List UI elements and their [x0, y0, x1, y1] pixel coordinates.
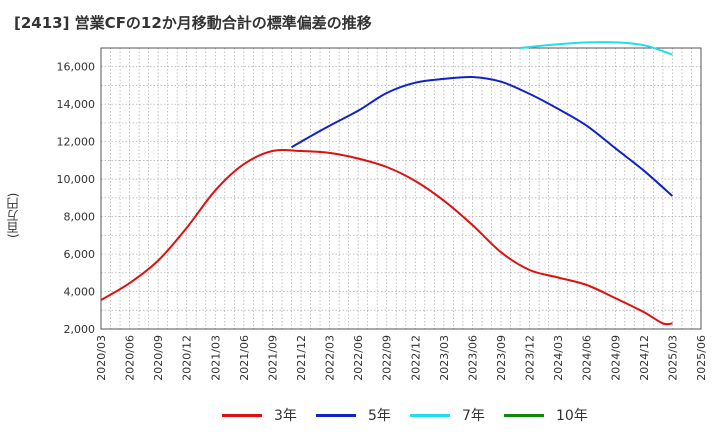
- x-tick-label: 2021/03: [209, 335, 222, 381]
- legend-item: 7年: [410, 403, 485, 427]
- x-tick-label: 2024/06: [581, 335, 594, 381]
- series-line-2: [519, 41, 673, 56]
- x-tick-label: 2025/06: [695, 335, 708, 381]
- legend-label: 3年: [274, 408, 297, 424]
- x-tick-label: 2022/09: [381, 335, 394, 381]
- x-tick-label: 2021/12: [295, 335, 308, 381]
- x-tick-label: 2022/03: [324, 335, 337, 381]
- legend-item: 3年: [222, 403, 297, 427]
- x-tick-label: 2025/03: [666, 335, 679, 381]
- legend-item: 5年: [316, 403, 391, 427]
- legend-swatch: [316, 413, 356, 417]
- legend-label: 5年: [368, 408, 391, 424]
- x-tick-label: 2020/03: [95, 335, 108, 381]
- x-tick-label: 2023/12: [524, 335, 537, 381]
- axis-layer: [100, 47, 702, 330]
- legend-item: 10年: [504, 403, 588, 427]
- x-tick-label: 2022/06: [352, 335, 365, 381]
- x-tick-label: 2023/06: [466, 335, 479, 381]
- y-tick-labels: 2,000 4,000 6,000 8,000 10,000 12,000 14,000 16…: [57, 61, 96, 336]
- legend-swatch: [222, 413, 262, 417]
- legend-label: 10年: [556, 408, 588, 424]
- y-tick-label: 12,000: [57, 136, 96, 149]
- x-tick-label: 2020/12: [181, 335, 194, 381]
- y-tick-label: 8,000: [64, 211, 96, 224]
- x-tick-label: 2020/06: [124, 335, 137, 381]
- legend-swatch: [410, 413, 450, 417]
- legend-label: 7年: [462, 408, 485, 424]
- y-tick-label: 14,000: [57, 98, 96, 111]
- y-tick-label: 10,000: [57, 173, 96, 186]
- x-tick-label: 2021/06: [238, 335, 251, 381]
- x-tick-label: 2024/12: [638, 335, 651, 381]
- y-tick-label: 2,000: [64, 323, 96, 336]
- series-line-0: [100, 148, 673, 326]
- x-tick-label: 2023/09: [495, 335, 508, 381]
- x-tick-labels: 2020/03 2020/06 2020/09 2020/12 2021/03 2021/…: [95, 335, 708, 381]
- legend-swatch: [504, 413, 544, 417]
- series-line-1: [291, 75, 674, 197]
- line-chart: 2,000 4,000 6,000 8,000 10,000 12,000 14,000 16…: [57, 41, 708, 381]
- y-tick-label: 16,000: [57, 61, 96, 74]
- x-tick-label: 2022/12: [409, 335, 422, 381]
- series-layer: [100, 41, 674, 326]
- plot-frame: [100, 47, 702, 330]
- x-tick-label: 2024/03: [552, 335, 565, 381]
- x-tick-label: 2024/09: [609, 335, 622, 381]
- chart-legend: 3年 5年 7年 10年: [0, 403, 720, 427]
- y-tick-label: 6,000: [64, 248, 96, 261]
- x-tick-label: 2023/03: [438, 335, 451, 381]
- y-tick-label: 4,000: [64, 286, 96, 299]
- grid-layer: [100, 47, 702, 330]
- x-tick-label: 2021/09: [266, 335, 279, 381]
- x-tick-label: 2020/09: [152, 335, 165, 381]
- chart-title: [2413] 営業CFの12か月移動合計の標準偏差の推移: [14, 14, 372, 32]
